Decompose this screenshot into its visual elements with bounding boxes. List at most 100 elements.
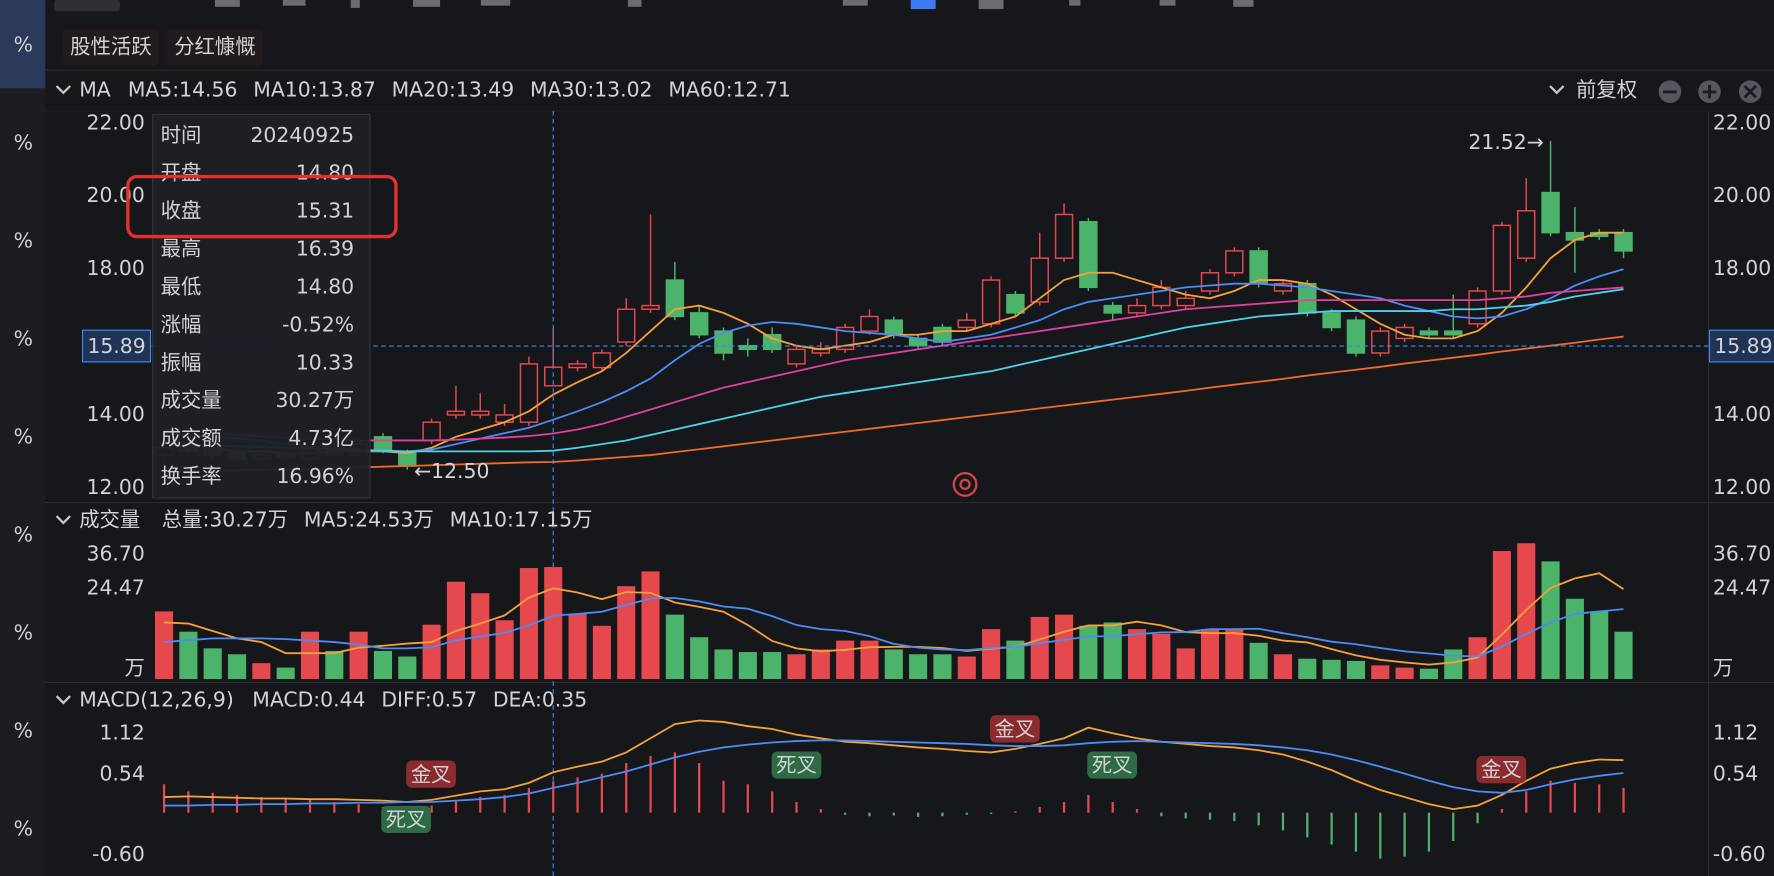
tooltip-label: 最高 — [161, 237, 202, 261]
sidebar-item: % — [14, 816, 33, 840]
tooltip-value: 30.27万 — [275, 388, 354, 412]
y-tick-label: -0.60 — [92, 842, 145, 866]
volume-bar — [1322, 659, 1341, 680]
volume-bar — [714, 649, 733, 680]
toolbar-icon[interactable] — [842, 0, 868, 6]
candle-body — [568, 363, 587, 369]
panel-title: 成交量 — [79, 508, 140, 532]
tooltip-label: 最低 — [161, 274, 202, 298]
candle-body — [373, 436, 393, 453]
toolbar-icon[interactable] — [412, 0, 441, 7]
volume-bar — [982, 629, 1001, 680]
panel-controls[interactable] — [55, 80, 1762, 705]
sidebar-item: % — [14, 32, 33, 56]
price-annotation: 21.52→ — [1468, 130, 1543, 154]
toolbar-icon[interactable] — [978, 0, 1004, 10]
candle-body — [422, 421, 441, 442]
volume-bar — [373, 650, 393, 680]
candle-body — [641, 304, 660, 310]
toolbar-icon[interactable] — [480, 0, 511, 6]
volume-bar — [1127, 629, 1147, 680]
volume-bar — [203, 648, 222, 680]
volume-bar — [957, 656, 976, 680]
volume-bar — [227, 654, 247, 680]
tooltip-value: 16.96% — [276, 464, 354, 488]
toolbar-icon[interactable] — [1233, 0, 1254, 7]
candle-body — [1346, 319, 1366, 354]
crosshair-label: 15.89 — [1714, 334, 1772, 358]
candle-body — [933, 326, 952, 343]
toolbar-icon[interactable] — [1159, 0, 1176, 6]
volume-bar — [1006, 640, 1025, 680]
volume-bar — [1565, 598, 1584, 680]
volume-bar — [1346, 660, 1366, 680]
legend-item: 总量:30.27万 — [162, 508, 288, 532]
candle-body — [446, 410, 466, 416]
candle-body — [1225, 250, 1244, 274]
volume-bar — [1444, 649, 1463, 680]
candle-body — [714, 330, 733, 354]
volume-bar — [884, 649, 903, 680]
volume-bar — [860, 640, 879, 680]
toolbar-icon[interactable] — [627, 0, 642, 7]
candle-body — [1200, 272, 1220, 292]
toolbar-icon[interactable] — [350, 0, 360, 8]
toolbar[interactable] — [54, 0, 1254, 12]
candle-body — [957, 319, 976, 329]
y-tick-label: 1.12 — [1713, 720, 1758, 744]
volume-bar — [1200, 629, 1220, 680]
sidebar-item: % — [14, 130, 33, 154]
legend-item: MA5:24.53万 — [304, 508, 434, 532]
volume-bar — [787, 654, 806, 680]
candle-body — [787, 348, 806, 365]
y-tick-label: 36.70 — [1713, 542, 1771, 566]
sidebar-active — [0, 0, 46, 89]
ma-line — [163, 286, 1624, 442]
volume-bar — [1152, 633, 1171, 680]
volume-bar — [1419, 668, 1438, 680]
toolbar-icon[interactable] — [910, 0, 936, 10]
toolbar-icon[interactable] — [214, 0, 240, 7]
candle-body — [471, 410, 490, 416]
cross-label: 金叉 — [1481, 758, 1522, 782]
y-tick-label: 36.70 — [87, 542, 145, 566]
toolbar-button[interactable] — [54, 0, 120, 12]
volume-bar — [1176, 648, 1195, 680]
tooltip-label: 振幅 — [161, 350, 202, 374]
tag-box — [167, 29, 263, 66]
y-tick-label: -0.60 — [1713, 842, 1766, 866]
highlight-box — [126, 174, 398, 239]
cross-marker — [771, 751, 822, 779]
price-annotation: ←12.50 — [414, 459, 489, 483]
volume-bar — [276, 667, 295, 680]
y-tick-label: 1.12 — [99, 720, 144, 744]
panel-title: MACD(12,26,9) — [79, 688, 234, 712]
adjust-mode[interactable]: 前复权 — [1576, 78, 1637, 102]
dropdown-arrow[interactable] — [1549, 85, 1565, 95]
collapse-arrow[interactable] — [55, 85, 71, 705]
volume-bar — [154, 611, 174, 680]
volume-bar — [836, 640, 855, 680]
y-tick-label: 0.54 — [1713, 761, 1758, 785]
tooltip-value: 16.39 — [296, 237, 354, 261]
volume-bar — [592, 625, 611, 680]
toolbar-icon[interactable] — [1069, 0, 1081, 6]
volume-bar — [933, 654, 952, 680]
y-tick-label: 24.47 — [1713, 576, 1771, 600]
panel-title: MA — [79, 78, 111, 102]
toolbar-icon[interactable] — [282, 0, 306, 6]
tag-box — [63, 29, 159, 66]
volume-bar — [1298, 658, 1317, 680]
ma-line — [164, 335, 1624, 473]
volume-bar — [665, 614, 684, 680]
candle-body — [689, 312, 709, 336]
volume-bar — [1517, 543, 1536, 680]
volume-bar — [1225, 629, 1244, 680]
legend-item: MA10:13.87 — [253, 78, 376, 102]
cross-marker — [406, 760, 456, 788]
unit-label: 万 — [124, 656, 144, 680]
y-tick-label: 14.00 — [87, 402, 145, 426]
candle-body — [1517, 210, 1536, 259]
y-tick-label: 12.00 — [87, 475, 145, 499]
volume-bar — [1249, 642, 1268, 680]
